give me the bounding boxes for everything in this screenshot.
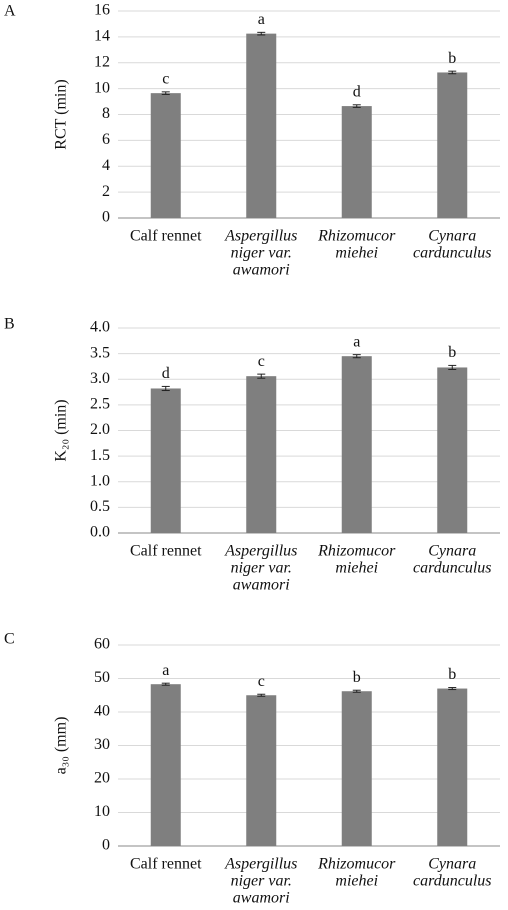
y-tick-label: 10	[94, 79, 110, 96]
y-tick-label: 0	[102, 209, 110, 226]
bar	[246, 33, 277, 218]
x-tick-label: cardunculus	[413, 245, 492, 262]
error-bar	[257, 693, 266, 697]
bar	[437, 688, 468, 846]
y-tick-label: 60	[94, 636, 110, 653]
error-bar	[257, 373, 266, 379]
y-tick-label: 0	[102, 837, 110, 854]
x-tick-label: niger var.	[231, 245, 292, 262]
bar	[150, 93, 181, 218]
y-axis-title: RCT (min)	[53, 79, 70, 149]
error-bar	[352, 104, 361, 108]
significance-letter: a	[353, 333, 360, 350]
x-tick-label: Aspergillus	[224, 856, 297, 873]
significance-letter: b	[448, 344, 456, 361]
y-tick-label: 40	[94, 703, 110, 720]
significance-letter: c	[258, 353, 265, 370]
y-tick-label: 2.5	[90, 396, 110, 413]
error-bar	[352, 354, 361, 359]
y-axis-title: a₃₀ (mm)	[53, 717, 70, 775]
y-tick-label: 0.0	[90, 524, 110, 541]
x-tick-label: Rhizomucor	[317, 543, 396, 560]
bar	[246, 376, 277, 533]
y-tick-label: 16	[94, 2, 110, 19]
bar	[437, 367, 468, 533]
error-bar	[161, 682, 170, 686]
significance-letter: c	[258, 673, 265, 690]
significance-letter: d	[162, 365, 170, 382]
x-tick-label: Calf rennet	[130, 228, 202, 245]
y-tick-label: 14	[94, 28, 110, 45]
y-tick-label: 2.0	[90, 421, 110, 438]
significance-letter: d	[353, 83, 361, 100]
x-tick-label: niger var.	[231, 560, 292, 577]
y-axis-title: K₂₀ (min)	[53, 399, 70, 461]
x-tick-label: miehei	[335, 245, 378, 262]
x-tick-label: miehei	[335, 873, 378, 890]
x-tick-label: awamori	[233, 577, 290, 594]
error-bar	[448, 364, 457, 371]
y-tick-label: 12	[94, 53, 110, 70]
bar	[341, 356, 372, 533]
y-tick-label: 4.0	[90, 319, 110, 336]
x-tick-label: Rhizomucor	[317, 856, 396, 873]
y-tick-label: 4	[102, 157, 110, 174]
y-tick-label: 0.5	[90, 498, 110, 515]
x-tick-label: awamori	[233, 262, 290, 279]
panel-label: A	[4, 3, 16, 20]
y-tick-label: 1.5	[90, 447, 110, 464]
bar	[341, 106, 372, 218]
bar	[150, 388, 181, 533]
y-tick-label: 20	[94, 770, 110, 787]
bar	[150, 684, 181, 846]
panel-label: C	[4, 631, 15, 648]
significance-letter: a	[162, 662, 169, 679]
x-tick-label: miehei	[335, 560, 378, 577]
significance-letter: c	[162, 71, 169, 88]
y-tick-label: 3.0	[90, 370, 110, 387]
y-tick-label: 1.0	[90, 472, 110, 489]
x-tick-label: Cynara	[428, 543, 476, 560]
bar	[246, 695, 277, 846]
error-bar	[448, 687, 457, 691]
x-tick-label: Cynara	[428, 228, 476, 245]
y-tick-label: 50	[94, 669, 110, 686]
x-tick-label: niger var.	[231, 873, 292, 890]
bar	[341, 691, 372, 846]
x-tick-label: Rhizomucor	[317, 228, 396, 245]
x-tick-label: Calf rennet	[130, 543, 202, 560]
y-tick-label: 3.5	[90, 344, 110, 361]
y-tick-label: 30	[94, 736, 110, 753]
y-tick-label: 6	[102, 131, 110, 148]
significance-letter: a	[258, 11, 265, 28]
x-tick-label: Aspergillus	[224, 228, 297, 245]
significance-letter: b	[353, 669, 361, 686]
bar	[437, 72, 468, 218]
x-tick-label: cardunculus	[413, 560, 492, 577]
x-tick-label: Calf rennet	[130, 856, 202, 873]
error-bar	[448, 70, 457, 75]
significance-letter: b	[448, 666, 456, 683]
error-bar	[161, 91, 170, 95]
x-tick-label: Aspergillus	[224, 543, 297, 560]
error-bar	[352, 689, 361, 693]
x-tick-label: cardunculus	[413, 873, 492, 890]
x-tick-label: Cynara	[428, 856, 476, 873]
x-tick-label: awamori	[233, 890, 290, 907]
y-tick-label: 10	[94, 803, 110, 820]
error-bar	[161, 385, 170, 392]
y-tick-label: 8	[102, 105, 110, 122]
error-bar	[257, 31, 266, 36]
y-tick-label: 2	[102, 183, 110, 200]
panel-label: B	[4, 316, 15, 333]
significance-letter: b	[448, 50, 456, 67]
